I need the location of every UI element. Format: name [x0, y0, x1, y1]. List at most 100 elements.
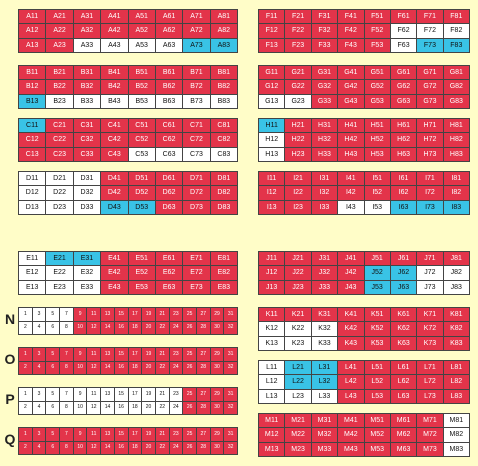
seat-l-l32[interactable]: L32: [311, 375, 338, 389]
seat-a-a13[interactable]: A13: [19, 38, 46, 52]
seat-k-k11[interactable]: K11: [259, 308, 285, 322]
seat-o-24[interactable]: 24: [169, 361, 183, 374]
seat-k-k51[interactable]: K51: [364, 308, 390, 322]
seat-a-a43[interactable]: A43: [101, 38, 128, 52]
seat-c-c21[interactable]: C21: [46, 119, 73, 133]
seat-f-f63[interactable]: F63: [390, 38, 417, 52]
seat-f-f41[interactable]: F41: [338, 10, 364, 24]
seat-e-e62[interactable]: E62: [155, 266, 183, 280]
seat-o-3[interactable]: 3: [32, 348, 46, 361]
seat-a-a62[interactable]: A62: [155, 24, 183, 38]
seat-i-i33[interactable]: I33: [311, 200, 338, 214]
seat-o-5[interactable]: 5: [46, 348, 60, 361]
seat-q-10[interactable]: 10: [73, 441, 87, 454]
seat-e-e11[interactable]: E11: [19, 252, 46, 266]
seat-j-j43[interactable]: J43: [338, 280, 364, 294]
seat-i-i21[interactable]: I21: [285, 172, 311, 186]
seat-n-5[interactable]: 5: [46, 308, 60, 321]
seat-b-b43[interactable]: B43: [101, 94, 128, 108]
seat-n-20[interactable]: 20: [142, 321, 155, 334]
seat-p-31[interactable]: 31: [224, 388, 237, 401]
seat-f-f83[interactable]: F83: [443, 38, 469, 52]
seat-c-c31[interactable]: C31: [73, 119, 101, 133]
seat-o-13[interactable]: 13: [101, 348, 114, 361]
seat-a-a21[interactable]: A21: [46, 10, 73, 24]
seat-h-h13[interactable]: H13: [259, 147, 285, 161]
seat-d-d23[interactable]: D23: [46, 200, 73, 214]
seat-q-13[interactable]: 13: [101, 428, 114, 441]
seat-q-29[interactable]: 29: [210, 428, 224, 441]
seat-m-m52[interactable]: M52: [364, 428, 390, 442]
seat-k-k83[interactable]: K83: [443, 336, 469, 350]
seat-k-k43[interactable]: K43: [338, 336, 364, 350]
seat-k-k42[interactable]: K42: [338, 322, 364, 336]
seat-d-d73[interactable]: D73: [183, 200, 210, 214]
seat-p-13[interactable]: 13: [101, 388, 114, 401]
seat-m-m63[interactable]: M63: [390, 442, 417, 456]
seat-q-5[interactable]: 5: [46, 428, 60, 441]
seat-p-8[interactable]: 8: [60, 401, 73, 414]
seat-g-g51[interactable]: G51: [364, 66, 390, 80]
seat-h-h83[interactable]: H83: [443, 147, 469, 161]
seat-j-j23[interactable]: J23: [285, 280, 311, 294]
seat-g-g22[interactable]: G22: [285, 80, 311, 94]
seat-p-32[interactable]: 32: [224, 401, 237, 414]
seat-g-g53[interactable]: G53: [364, 94, 390, 108]
seat-o-12[interactable]: 12: [87, 361, 101, 374]
seat-o-29[interactable]: 29: [210, 348, 224, 361]
seat-l-l31[interactable]: L31: [311, 361, 338, 375]
seat-b-b13[interactable]: B13: [19, 94, 46, 108]
seat-o-9[interactable]: 9: [73, 348, 87, 361]
seat-l-l11[interactable]: L11: [259, 361, 285, 375]
seat-m-m71[interactable]: M71: [417, 414, 443, 428]
seat-q-2[interactable]: 2: [19, 441, 32, 454]
seat-f-f12[interactable]: F12: [259, 24, 285, 38]
seat-q-9[interactable]: 9: [73, 428, 87, 441]
seat-d-d72[interactable]: D72: [183, 186, 210, 200]
seat-g-g52[interactable]: G52: [364, 80, 390, 94]
seat-j-j82[interactable]: J82: [443, 266, 469, 280]
seat-d-d33[interactable]: D33: [73, 200, 101, 214]
seat-g-g21[interactable]: G21: [285, 66, 311, 80]
seat-i-i82[interactable]: I82: [443, 186, 469, 200]
seat-q-25[interactable]: 25: [183, 428, 196, 441]
seat-j-j32[interactable]: J32: [311, 266, 338, 280]
seat-n-32[interactable]: 32: [224, 321, 237, 334]
seat-a-a53[interactable]: A53: [128, 38, 155, 52]
seat-a-a83[interactable]: A83: [210, 38, 237, 52]
seat-h-h31[interactable]: H31: [311, 119, 338, 133]
seat-b-b23[interactable]: B23: [46, 94, 73, 108]
seat-b-b51[interactable]: B51: [128, 66, 155, 80]
seat-l-l42[interactable]: L42: [338, 375, 364, 389]
seat-k-k53[interactable]: K53: [364, 336, 390, 350]
seat-o-15[interactable]: 15: [114, 348, 128, 361]
seat-p-5[interactable]: 5: [46, 388, 60, 401]
seat-i-i12[interactable]: I12: [259, 186, 285, 200]
seat-m-m83[interactable]: M83: [443, 442, 469, 456]
seat-o-18[interactable]: 18: [128, 361, 142, 374]
seat-d-d71[interactable]: D71: [183, 172, 210, 186]
seat-i-i31[interactable]: I31: [311, 172, 338, 186]
seat-o-10[interactable]: 10: [73, 361, 87, 374]
seat-h-h72[interactable]: H72: [417, 133, 443, 147]
seat-n-26[interactable]: 26: [183, 321, 196, 334]
seat-f-f43[interactable]: F43: [338, 38, 364, 52]
seat-p-16[interactable]: 16: [114, 401, 128, 414]
seat-p-17[interactable]: 17: [128, 388, 142, 401]
seat-c-c63[interactable]: C63: [155, 147, 183, 161]
seat-b-b63[interactable]: B63: [155, 94, 183, 108]
seat-g-g12[interactable]: G12: [259, 80, 285, 94]
seat-o-28[interactable]: 28: [196, 361, 210, 374]
seat-p-30[interactable]: 30: [210, 401, 224, 414]
seat-n-17[interactable]: 17: [128, 308, 142, 321]
seat-m-m42[interactable]: M42: [338, 428, 364, 442]
seat-i-i52[interactable]: I52: [364, 186, 390, 200]
seat-n-21[interactable]: 21: [155, 308, 169, 321]
seat-q-28[interactable]: 28: [196, 441, 210, 454]
seat-i-i61[interactable]: I61: [390, 172, 417, 186]
seat-l-l21[interactable]: L21: [285, 361, 311, 375]
seat-a-a33[interactable]: A33: [73, 38, 101, 52]
seat-e-e12[interactable]: E12: [19, 266, 46, 280]
seat-b-b42[interactable]: B42: [101, 80, 128, 94]
seat-g-g82[interactable]: G82: [443, 80, 469, 94]
